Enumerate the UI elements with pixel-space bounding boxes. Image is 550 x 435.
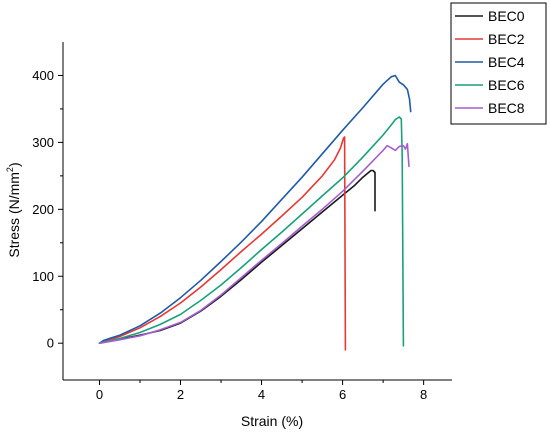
legend: BEC0 BEC2 BEC4 BEC6 BEC8	[450, 2, 547, 125]
legend-label-bec4: BEC4	[488, 54, 525, 70]
legend-label-bec2: BEC2	[488, 31, 525, 47]
legend-label-bec0: BEC0	[488, 8, 525, 24]
y-tick-label: 100	[32, 269, 54, 284]
axes: 0 2 4 6 8 0 100 200 300 400	[32, 68, 427, 402]
series-line-bec4	[98, 74, 412, 345]
y-tick-label: 300	[32, 135, 54, 150]
x-tick-label: 0	[96, 387, 103, 402]
y-tick-label: 400	[32, 68, 54, 83]
legend-label-bec8: BEC8	[488, 100, 525, 116]
y-tick-label: 200	[32, 202, 54, 217]
series-line-bec8	[98, 142, 410, 345]
legend-box	[450, 2, 547, 125]
plot-frame	[62, 42, 452, 381]
x-tick-label: 8	[420, 387, 427, 402]
x-tick-label: 2	[177, 387, 184, 402]
y-tick-label: 0	[47, 336, 54, 351]
x-tick-label: 6	[339, 387, 346, 402]
legend-label-bec6: BEC6	[488, 77, 525, 93]
x-axis-title: Strain (%)	[241, 413, 303, 429]
series-line-bec2	[98, 136, 347, 351]
series-line-bec6	[98, 116, 405, 347]
series-layer	[98, 74, 412, 351]
y-axis-title: Stress (N/mm2)	[5, 162, 22, 257]
y-axis-title-superscript: 2	[5, 167, 15, 172]
y-axis-title-main: Stress (N/mm	[6, 172, 22, 258]
y-axis-title-tail: )	[6, 162, 22, 167]
x-tick-label: 4	[258, 387, 265, 402]
